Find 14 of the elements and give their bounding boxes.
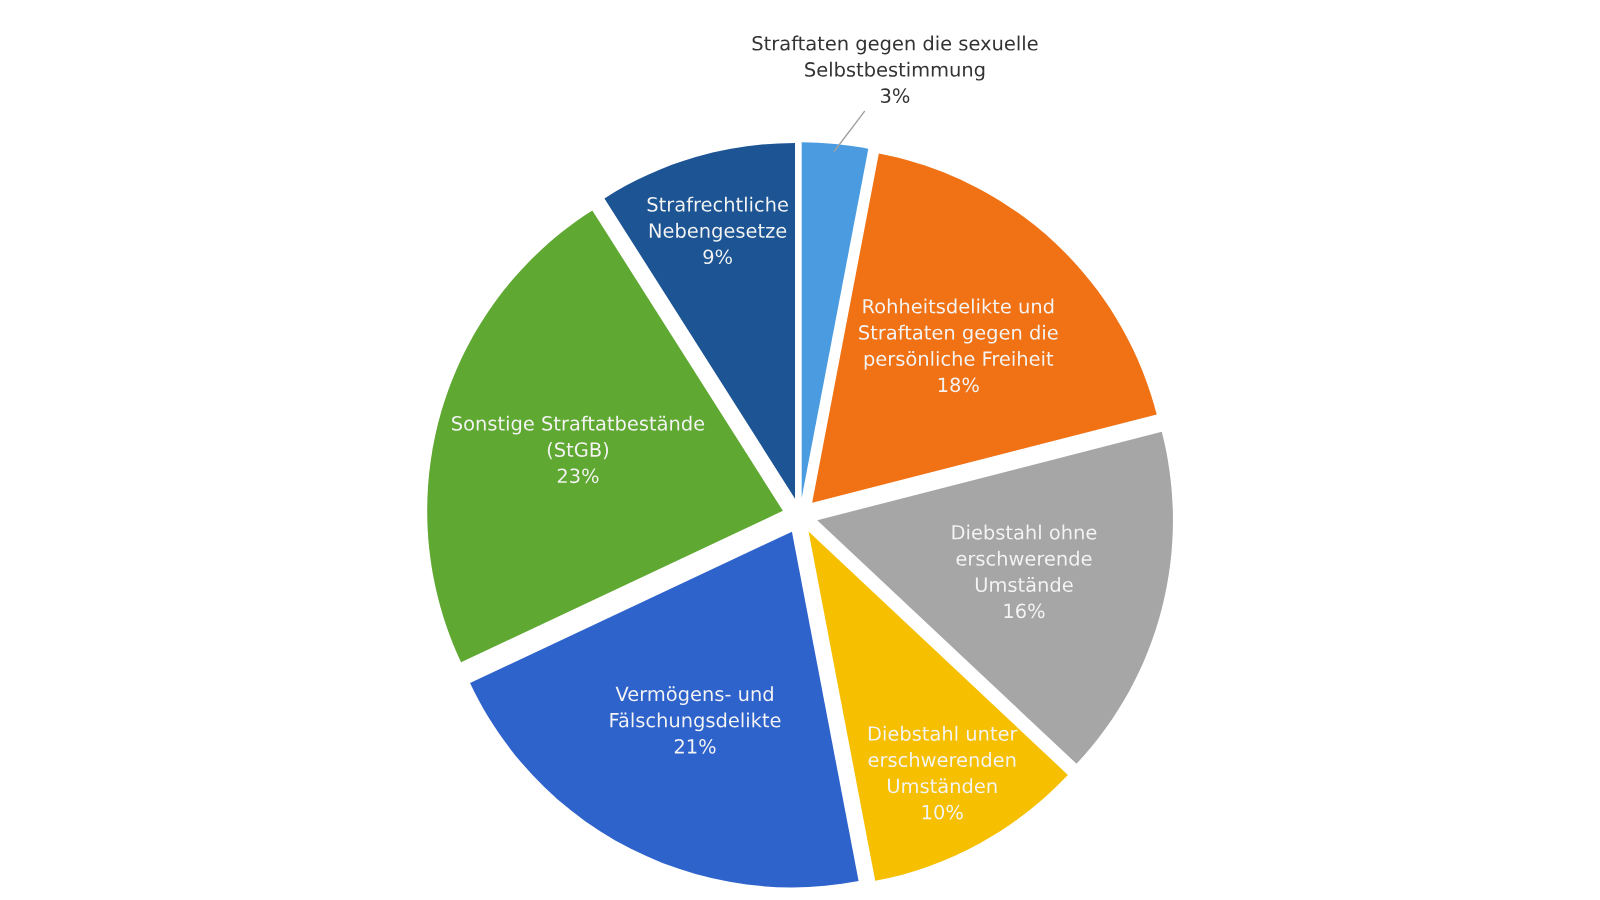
slice-label: Strafrechtliche Nebengesetze — [647, 196, 788, 242]
data-label: 16% — [1004, 603, 1045, 619]
data-label: 9% — [703, 249, 732, 265]
slice-label: Sonstige Straftatbestände (StGB) — [452, 415, 705, 460]
slice-label: Rohheitsdelikte und Straftaten gegen die persönliche Freiheit — [859, 298, 1058, 370]
data-label: 21% — [674, 738, 716, 754]
slice-label: Vermögens- und Fälschungsdelikte — [610, 686, 781, 732]
slice-label: Diebstahl ohne erschwerende Umstände — [952, 524, 1097, 593]
data-label: 23% — [557, 468, 599, 484]
slice-label: Straftaten gegen die sexuelle Selbstbestimmung — [752, 35, 1038, 81]
data-label: 10% — [922, 804, 963, 820]
data-label: 18% — [938, 377, 979, 393]
data-label: 3% — [881, 88, 910, 104]
slice-label: Diebstahl unter erschwerenden Umständen — [868, 725, 1018, 794]
